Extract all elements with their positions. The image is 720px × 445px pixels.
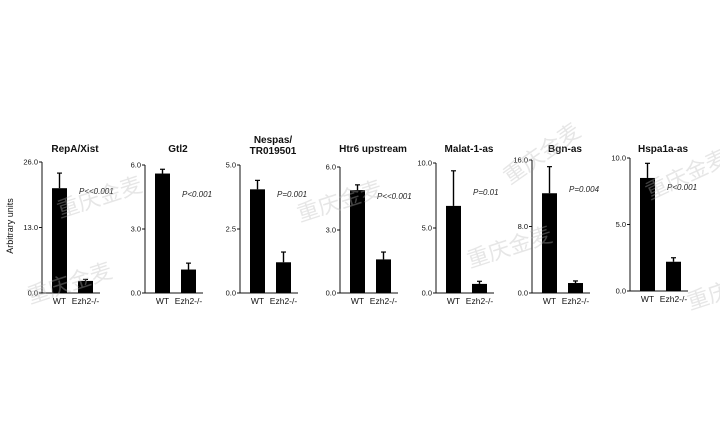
bar	[472, 283, 487, 293]
y-tick-label: 0.0	[518, 289, 528, 298]
watermark-text: 重庆金麦	[684, 265, 720, 316]
category-label: WT	[447, 296, 460, 306]
y-tick-label: 10.0	[611, 154, 626, 163]
category-label: Ezh2-/-	[270, 296, 298, 306]
category-label: WT	[156, 296, 169, 306]
bar	[250, 189, 265, 293]
bar	[542, 193, 557, 293]
y-tick-label: 5.0	[226, 161, 236, 170]
y-tick-label: 5.0	[616, 220, 626, 229]
p-value-label: P<<0.001	[377, 192, 412, 201]
y-tick-label: 0.0	[131, 289, 141, 298]
y-tick-label: 26.0	[23, 158, 38, 167]
y-tick-label: 13.0	[23, 223, 38, 232]
y-tick-label: 3.0	[326, 226, 336, 235]
p-value-label: P=0.01	[473, 188, 499, 197]
bar	[350, 190, 365, 293]
y-tick-label: 8.0	[518, 222, 528, 231]
chart-panel: Nespas/TR019501 5.0 2.5 0.0 WT Ezh2-/- P=0.001	[226, 135, 307, 306]
category-label: Ezh2-/-	[562, 296, 590, 306]
p-value-label: P=0.001	[277, 190, 307, 199]
chart-panel: Hspa1a-as 10.0 5.0 0.0 WT Ezh2-/- P<0.001	[611, 144, 697, 304]
y-tick-label: 5.0	[422, 224, 432, 233]
category-label: Ezh2-/-	[660, 294, 688, 304]
category-label: WT	[351, 296, 364, 306]
category-label: Ezh2-/-	[466, 296, 494, 306]
chart-title: Bgn-as	[548, 144, 582, 155]
bar	[446, 205, 461, 293]
p-value-label: P<<0.001	[79, 187, 114, 196]
chart-panel: RepA/Xist 26.0 13.0 0.0 WT Ezh2-/- P<<0.001	[23, 144, 113, 306]
y-tick-label: 0.0	[422, 289, 432, 298]
y-tick-label: 0.0	[616, 287, 626, 296]
p-value-label: P<0.001	[182, 190, 212, 199]
bar	[276, 262, 291, 293]
bar	[155, 173, 170, 293]
y-axis-label: Arbitrary units	[5, 198, 15, 254]
y-tick-label: 3.0	[131, 225, 141, 234]
bar	[52, 188, 67, 293]
chart-title: Nespas/	[254, 135, 293, 146]
y-tick-label: 2.5	[226, 225, 236, 234]
category-label: Ezh2-/-	[370, 296, 398, 306]
category-label: WT	[53, 296, 66, 306]
y-tick-label: 6.0	[326, 163, 336, 172]
y-tick-label: 0.0	[326, 289, 336, 298]
bar	[78, 280, 93, 293]
chart-panels: RepA/Xist 26.0 13.0 0.0 WT Ezh2-/- P<<0.001 Gtl…	[23, 135, 697, 306]
p-value-label: P=0.004	[569, 185, 600, 194]
chart-panel: Gtl2 6.0 3.0 0.0 WT Ezh2-/- P<0.001	[131, 144, 212, 306]
chart-title: Hspa1a-as	[638, 144, 688, 155]
bar	[181, 269, 196, 293]
bar	[376, 259, 391, 293]
bar	[640, 177, 655, 291]
watermark-text: 重庆金麦	[464, 223, 555, 274]
chart-title: Htr6 upstream	[339, 144, 407, 155]
category-label: WT	[543, 296, 556, 306]
bar	[666, 261, 681, 291]
watermark-text: 重庆金麦	[54, 173, 145, 224]
y-tick-label: 10.0	[417, 159, 432, 168]
category-label: WT	[641, 294, 654, 304]
category-label: WT	[251, 296, 264, 306]
category-label: Ezh2-/-	[175, 296, 203, 306]
y-tick-label: 6.0	[131, 161, 141, 170]
watermark-text: 重庆金麦	[24, 259, 115, 310]
y-tick-label: 0.0	[28, 289, 38, 298]
category-label: Ezh2-/-	[72, 296, 100, 306]
y-tick-label: 0.0	[226, 289, 236, 298]
y-tick-label: 16.0	[513, 156, 528, 165]
chart-title: Malat-1-as	[445, 144, 494, 155]
p-value-label: P<0.001	[667, 183, 697, 192]
chart-title: TR019501	[250, 146, 297, 157]
bar	[568, 283, 583, 293]
chart-panel: Bgn-as 16.0 8.0 0.0 WT Ezh2-/- P=0.004	[513, 144, 599, 306]
chart-panel: Malat-1-as 10.0 5.0 0.0 WT Ezh2-/- P=0.01	[417, 144, 498, 306]
chart-title: RepA/Xist	[51, 144, 99, 155]
chart-title: Gtl2	[168, 144, 188, 155]
